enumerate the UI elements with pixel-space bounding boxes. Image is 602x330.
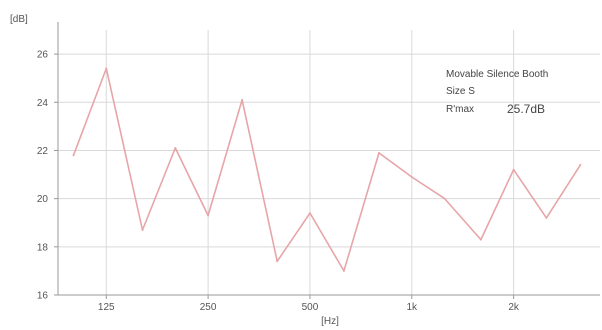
data-point bbox=[276, 260, 279, 263]
data-point bbox=[342, 269, 345, 272]
x-tick-label: 125 bbox=[98, 302, 115, 313]
y-tick-label: 24 bbox=[37, 98, 49, 109]
y-tick-label: 20 bbox=[37, 194, 49, 205]
data-point bbox=[443, 197, 446, 200]
series-line bbox=[72, 67, 582, 272]
data-point bbox=[241, 98, 244, 101]
data-point bbox=[141, 228, 144, 231]
y-tick-label: 22 bbox=[37, 146, 49, 157]
data-point bbox=[545, 216, 548, 219]
y-tick-label: 18 bbox=[37, 242, 49, 253]
data-point bbox=[512, 168, 515, 171]
annotation-line1: Movable Silence Booth bbox=[446, 69, 549, 80]
y-axis-unit: [dB] bbox=[10, 14, 28, 25]
y-tick-label: 16 bbox=[37, 291, 49, 302]
data-point bbox=[579, 163, 582, 166]
x-tick-label: 250 bbox=[200, 302, 217, 313]
x-tick-label: 1k bbox=[407, 302, 419, 313]
data-point bbox=[207, 214, 210, 217]
x-tick-label: 2k bbox=[508, 302, 520, 313]
tick-labels: 16 18 20 22 24 26 125 250 500 1k 2k bbox=[37, 50, 520, 313]
data-point bbox=[378, 151, 381, 154]
x-axis-unit: [Hz] bbox=[321, 316, 339, 327]
x-tick-label: 500 bbox=[302, 302, 319, 313]
y-tick-label: 26 bbox=[37, 50, 49, 61]
annotation-rmax-label: R'max bbox=[446, 104, 475, 115]
plot-area bbox=[58, 30, 600, 295]
data-point bbox=[410, 175, 413, 178]
axes bbox=[54, 22, 600, 299]
annotation-line2: Size S bbox=[446, 86, 475, 97]
data-point bbox=[308, 212, 311, 215]
series bbox=[72, 67, 582, 272]
data-point bbox=[105, 67, 108, 70]
annotation-rmax-value: 25.7dB bbox=[507, 102, 546, 116]
data-point bbox=[72, 154, 75, 157]
data-point bbox=[479, 238, 482, 241]
data-point bbox=[174, 147, 177, 150]
